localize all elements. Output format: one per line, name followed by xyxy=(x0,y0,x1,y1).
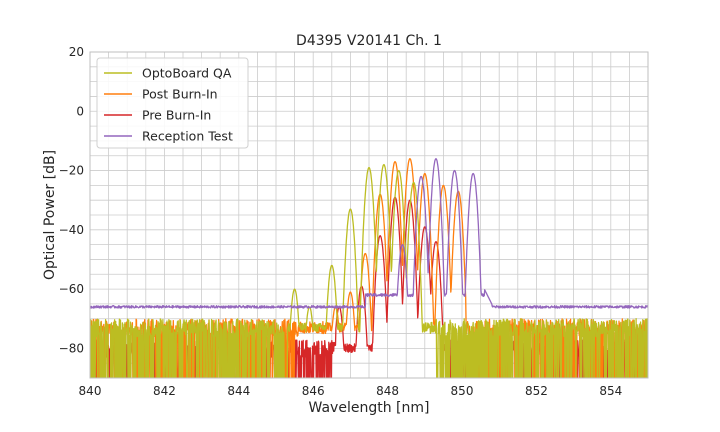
legend-label: OptoBoard QA xyxy=(142,66,232,81)
y-tick-label: 0 xyxy=(76,104,84,118)
x-tick-label: 840 xyxy=(79,384,102,398)
y-tick-labels: 20 0 −20 −40 −60 −80 xyxy=(59,45,84,355)
chart-title: D4395 V20141 Ch. 1 xyxy=(296,33,442,49)
y-tick-label: −80 xyxy=(59,341,84,355)
legend-box xyxy=(96,57,249,149)
y-tick-label: 20 xyxy=(69,45,84,59)
x-tick-label: 848 xyxy=(376,384,399,398)
x-tick-label: 854 xyxy=(599,384,622,398)
y-tick-label: −40 xyxy=(59,223,84,237)
series-line-0 xyxy=(90,163,648,378)
plot-frame xyxy=(89,51,649,379)
y-tick-label: −20 xyxy=(59,164,84,178)
series-line-3 xyxy=(90,158,648,309)
legend-label: Pre Burn-In xyxy=(142,108,211,123)
x-axis-label: Wavelength [nm] xyxy=(309,400,430,416)
x-tick-label: 846 xyxy=(302,384,325,398)
y-tick-label: −60 xyxy=(59,282,84,296)
series-layer xyxy=(90,158,648,378)
x-tick-label: 842 xyxy=(153,384,176,398)
x-tick-label: 850 xyxy=(451,384,474,398)
x-tick-label: 852 xyxy=(525,384,548,398)
y-axis-label: Optical Power [dB] xyxy=(42,150,58,280)
legend-label: Reception Test xyxy=(142,129,233,144)
x-tick-label: 844 xyxy=(227,384,250,398)
legend: OptoBoard QA Post Burn-In Pre Burn-In Recep… xyxy=(96,57,249,149)
x-tick-labels: 840 842 844 846 848 850 852 854 xyxy=(79,384,623,398)
legend-label: Post Burn-In xyxy=(142,87,218,102)
